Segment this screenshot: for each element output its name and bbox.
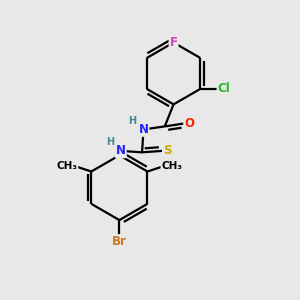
Text: S: S [163, 144, 172, 158]
Text: O: O [184, 117, 194, 130]
Text: F: F [169, 36, 178, 49]
Text: CH₃: CH₃ [56, 161, 77, 171]
Text: H: H [128, 116, 136, 126]
Text: N: N [139, 123, 148, 136]
Text: H: H [106, 137, 115, 147]
Text: Cl: Cl [218, 82, 230, 95]
Text: N: N [116, 144, 126, 158]
Text: CH₃: CH₃ [161, 161, 182, 171]
Text: Br: Br [112, 235, 127, 248]
